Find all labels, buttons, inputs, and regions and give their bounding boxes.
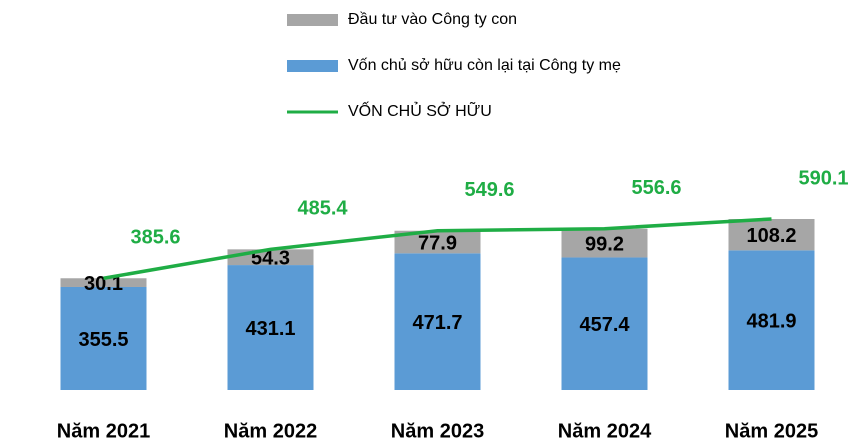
x-tick-label: Năm 2025 xyxy=(725,420,818,442)
line-label: 485.4 xyxy=(297,198,348,220)
x-tick-label: Năm 2022 xyxy=(224,420,317,442)
legend-swatch xyxy=(287,14,338,26)
data-label: 99.2 xyxy=(585,233,624,255)
legend-label: Đầu tư vào Công ty con xyxy=(348,11,517,28)
line-label: 556.6 xyxy=(631,177,681,199)
data-label: 471.7 xyxy=(412,312,462,334)
bar-segment xyxy=(728,219,815,251)
data-label: 77.9 xyxy=(418,232,457,254)
data-label: 108.2 xyxy=(746,225,796,247)
bar-segment xyxy=(561,228,648,258)
line-label: 590.1 xyxy=(798,167,848,189)
bar-segment xyxy=(60,278,147,287)
data-label: 30.1 xyxy=(84,273,123,295)
bar-segment xyxy=(394,230,481,254)
bar-segment xyxy=(227,265,314,390)
data-label: 54.3 xyxy=(251,247,290,269)
bar-segment xyxy=(394,253,481,390)
data-label: 355.5 xyxy=(78,329,128,351)
legend-swatch xyxy=(287,60,338,72)
bar-segment xyxy=(728,250,815,390)
x-tick-label: Năm 2021 xyxy=(57,420,150,442)
line xyxy=(103,217,772,280)
x-tick-label: Năm 2023 xyxy=(391,420,484,442)
line-label: 385.6 xyxy=(130,227,180,249)
bar-segment xyxy=(60,286,147,390)
x-tick-label: Năm 2024 xyxy=(558,420,652,442)
data-label: 431.1 xyxy=(245,318,295,340)
line-label: 549.6 xyxy=(464,179,514,201)
bar-segment xyxy=(561,257,648,390)
data-label: 481.9 xyxy=(746,310,796,332)
legend-label: VỐN CHỦ SỞ HỮU xyxy=(348,100,492,120)
legend-label: Vốn chủ sở hữu còn lại tại Công ty mẹ xyxy=(348,57,621,74)
data-label: 457.4 xyxy=(579,314,630,336)
